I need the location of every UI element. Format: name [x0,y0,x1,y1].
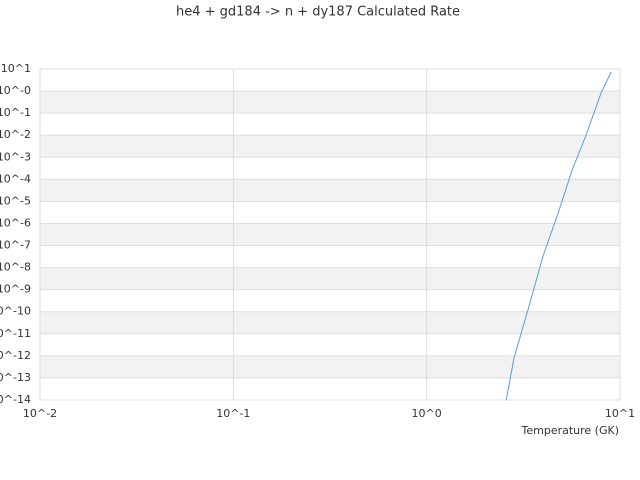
grid-band [40,267,620,290]
y-tick-label: 10^-2 [0,128,31,141]
y-tick-label: 10^-4 [0,172,31,185]
y-tick-label: 10^-8 [0,261,31,274]
y-tick-label: 10^-7 [0,239,31,252]
grid-band [40,179,620,202]
y-tick-label: 10^-10 [0,305,31,318]
y-tick-label: 10^-14 [0,393,31,406]
y-tick-label: 10^-12 [0,349,31,362]
y-tick-label: 10^-11 [0,327,31,340]
y-tick-label: 10^-6 [0,216,31,229]
grid-band [40,223,620,246]
x-tick-label: 10^-1 [216,407,250,420]
grid-band [40,355,620,378]
grid-band [40,135,620,158]
x-tick-label: 10^-2 [23,407,57,420]
y-tick-label: 10^-9 [0,283,31,296]
y-tick-label: 10^-0 [0,84,31,97]
grid-band [40,311,620,334]
grid [39,68,621,401]
y-tick-label: 10^-1 [0,106,31,119]
y-tick-label: 10^-13 [0,371,31,384]
chart-title: he4 + gd184 -> n + dy187 Calculated Rate [176,5,460,20]
x-tick-label: 10^0 [412,407,442,420]
data-line [505,71,612,401]
y-tick-label: 10^-3 [0,150,31,163]
grid-band [40,91,620,114]
x-axis-label: Temperature (GK) [521,424,620,437]
y-tick-label: 10^1 [1,62,31,75]
y-tick-label: 10^-5 [0,194,31,207]
x-tick-label: 10^1 [605,407,635,420]
